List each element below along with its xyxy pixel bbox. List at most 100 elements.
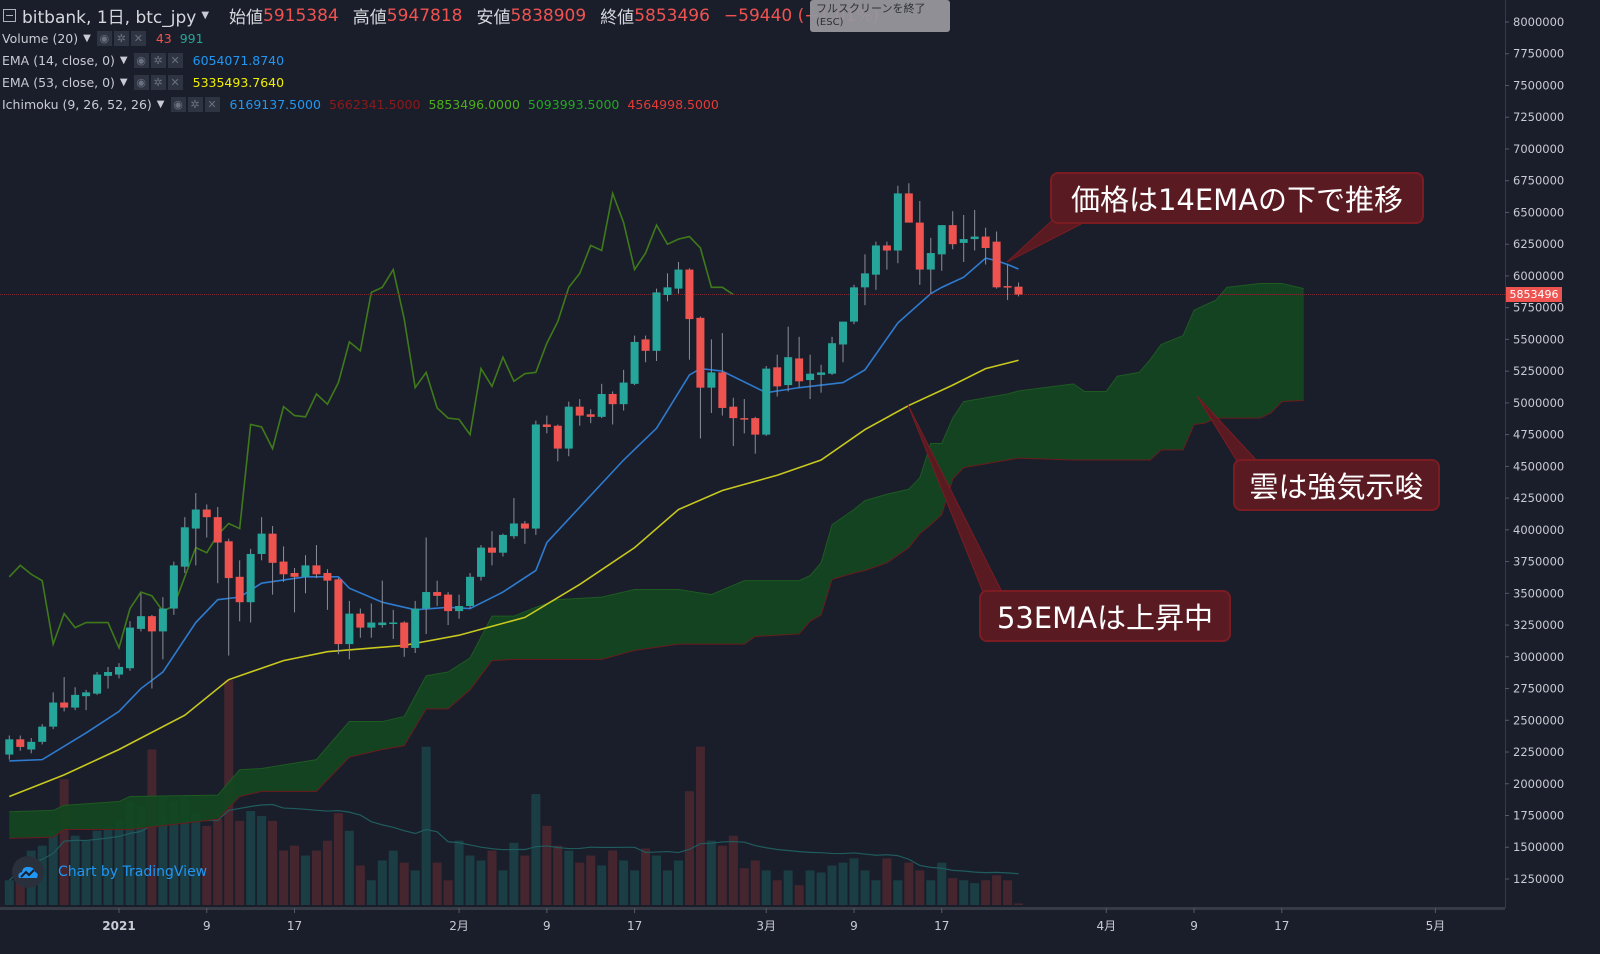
symbol-title[interactable]: bitbank, 1日, btc_jpy (22, 8, 197, 28)
volume-bar (783, 870, 793, 905)
collapse-legend-icon[interactable] (3, 9, 16, 22)
volume-bar (114, 820, 124, 905)
volume-bar (827, 865, 837, 905)
candle (652, 288, 661, 361)
volume-bar (739, 868, 749, 905)
candle (104, 666, 113, 689)
candle-body (696, 317, 705, 388)
candle (959, 214, 968, 262)
candles (5, 183, 1023, 760)
candle (202, 504, 211, 538)
candle (16, 735, 25, 751)
volume-bar (81, 840, 91, 905)
eye-icon[interactable]: ◉ (133, 52, 149, 68)
close-icon[interactable]: ✕ (167, 74, 183, 90)
candle-body (487, 547, 496, 553)
candle (597, 383, 606, 419)
candle-body (937, 225, 946, 255)
candle (839, 321, 848, 363)
candle-body (191, 509, 200, 529)
close-icon[interactable]: ✕ (130, 30, 146, 46)
candle-body (334, 579, 343, 645)
volume-bar (948, 878, 958, 905)
candle-body (597, 393, 606, 417)
volume-bar (344, 830, 354, 905)
candle-body (619, 382, 628, 405)
leading-span-b-line (9, 399, 1304, 839)
tradingview-logo[interactable]: Chart by TradingView (12, 856, 207, 888)
candle-body (674, 269, 683, 289)
eye-icon[interactable]: ◉ (133, 74, 149, 90)
eye-icon[interactable]: ◉ (96, 30, 112, 46)
chevron-down-icon[interactable]: ▼ (119, 54, 128, 66)
volume-bar (630, 870, 640, 905)
chevron-down-icon[interactable]: ▼ (156, 98, 165, 110)
candle (795, 336, 804, 388)
chevron-down-icon[interactable]: ▼ (119, 76, 128, 88)
candle-body (948, 225, 957, 245)
volume-bar (257, 815, 267, 905)
volume-bar (816, 872, 826, 905)
volume-bar (4, 880, 14, 905)
candle-body (992, 241, 1001, 288)
candle (115, 663, 123, 679)
candle (323, 569, 332, 610)
volume-bar (959, 880, 969, 905)
candle (992, 231, 1001, 289)
candle-body (202, 509, 211, 518)
candle-body (652, 292, 661, 351)
candle-body (104, 672, 113, 676)
candle (224, 538, 233, 656)
indicator-name[interactable]: Volume (20) (2, 30, 79, 46)
gear-icon[interactable]: ✲ (113, 30, 129, 46)
candle-body (915, 222, 924, 270)
gear-icon[interactable]: ✲ (150, 74, 166, 90)
last-price-tag: 5853496 (1506, 287, 1562, 302)
candle (915, 201, 924, 285)
volume-bar (290, 845, 300, 905)
candle-body (498, 534, 507, 553)
volume-bar (487, 850, 497, 905)
y-tick-label: 2000000 (1513, 777, 1564, 791)
indicator-value: 5335493.7640 (192, 74, 285, 90)
volume-bar (59, 779, 69, 905)
candle-body (718, 372, 727, 408)
chevron-down-icon[interactable]: ▼ (201, 10, 210, 21)
candle-body (1014, 286, 1023, 295)
indicator-name[interactable]: EMA (14, close, 0) (2, 52, 115, 68)
callout-ema14-text: 価格は14EMAの下で推移 (1070, 183, 1404, 217)
candle-body (125, 627, 134, 669)
indicator-name[interactable]: EMA (53, close, 0) (2, 74, 115, 90)
candle (817, 364, 826, 393)
candle (147, 614, 156, 689)
x-tick-label: 17 (934, 919, 949, 933)
indicator-name[interactable]: Ichimoku (9, 26, 52, 26) (2, 96, 152, 112)
close-icon[interactable]: ✕ (204, 96, 220, 112)
volume-bar (366, 880, 376, 905)
candle (49, 692, 58, 730)
candle (5, 735, 14, 760)
y-tick-label: 3500000 (1513, 586, 1564, 600)
candle (630, 335, 639, 386)
close-icon[interactable]: ✕ (167, 52, 183, 68)
gear-icon[interactable]: ✲ (187, 96, 203, 112)
callout-cloud-text: 雲は強気示唆 (1249, 470, 1424, 504)
y-tick-label: 5000000 (1513, 396, 1564, 410)
leading-span-a-line (9, 283, 1304, 813)
chevron-down-icon[interactable]: ▼ (83, 32, 91, 44)
y-tick-label: 6750000 (1513, 174, 1564, 188)
indicator-legend-row: EMA (14, close, 0) ▼ ◉ ✲ ✕ 6054071.8740 (0, 50, 284, 70)
candle-body (1003, 286, 1012, 288)
candle-body (82, 692, 91, 697)
candle-body (169, 565, 178, 609)
candle-body (115, 666, 123, 675)
gear-icon[interactable]: ✲ (150, 52, 166, 68)
y-tick-label: 6250000 (1513, 237, 1564, 251)
volume-bar (915, 870, 925, 905)
volume-bar (542, 825, 552, 905)
eye-icon[interactable]: ◉ (170, 96, 186, 112)
volume-bar (641, 848, 651, 905)
candle (334, 578, 343, 655)
logo-text: Chart by TradingView (58, 864, 208, 880)
